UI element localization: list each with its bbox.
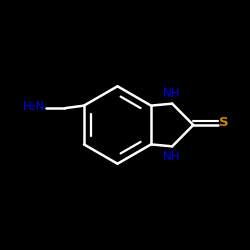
Text: NH: NH	[162, 150, 180, 164]
Text: H₂N: H₂N	[23, 100, 46, 114]
Text: S: S	[219, 116, 228, 129]
Text: NH: NH	[162, 86, 180, 100]
